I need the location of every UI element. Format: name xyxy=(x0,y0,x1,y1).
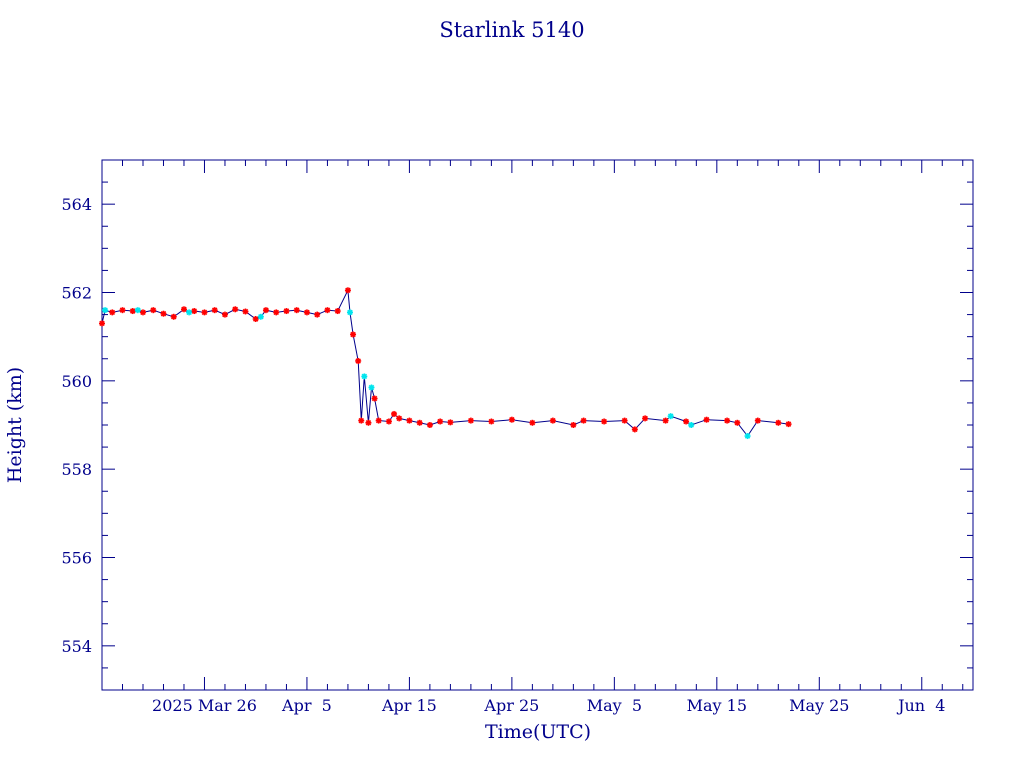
data-point xyxy=(344,287,351,294)
data-point xyxy=(242,308,249,315)
data-point xyxy=(303,309,310,316)
data-point xyxy=(257,313,264,320)
data-point xyxy=(406,417,413,424)
data-point xyxy=(734,419,741,426)
chart-title: Starlink 5140 xyxy=(439,18,584,42)
data-point xyxy=(437,418,444,425)
y-axis-label: Height (km) xyxy=(4,367,26,483)
data-point xyxy=(232,306,239,313)
data-point xyxy=(283,308,290,315)
data-point xyxy=(688,422,695,428)
x-tick-label: 2025 Mar 26 xyxy=(152,696,257,715)
data-point xyxy=(368,384,375,391)
x-axis-label: Time(UTC) xyxy=(485,721,591,743)
data-point xyxy=(447,419,454,426)
data-point xyxy=(350,331,357,338)
data-point xyxy=(683,418,690,425)
data-point xyxy=(102,307,109,314)
y-axis: 554 556 558 560 562 564 xyxy=(61,159,973,691)
data-point xyxy=(621,417,628,424)
data-point xyxy=(508,416,515,423)
data-point xyxy=(293,307,300,314)
data-point xyxy=(385,418,392,425)
data-point xyxy=(346,309,353,316)
data-point xyxy=(355,357,362,364)
data-point xyxy=(186,309,193,316)
data-point xyxy=(160,310,167,317)
data-point xyxy=(416,419,423,426)
data-point xyxy=(221,311,228,318)
y-tick-label: 562 xyxy=(61,284,92,303)
x-tick-label: Jun 4 xyxy=(896,696,945,715)
data-point xyxy=(361,373,368,380)
data-point xyxy=(358,417,365,424)
data-point xyxy=(391,410,398,417)
data-point xyxy=(785,421,792,428)
data-point xyxy=(150,307,157,314)
data-point xyxy=(334,308,341,315)
data-point xyxy=(754,417,761,424)
x-tick-label: Apr 5 xyxy=(281,696,332,715)
data-point xyxy=(191,308,198,315)
data-point xyxy=(744,433,751,440)
data-point xyxy=(119,307,126,314)
data-point xyxy=(252,316,259,322)
data-point xyxy=(549,417,556,424)
data-point xyxy=(273,309,280,316)
data-point xyxy=(211,307,218,314)
data-point xyxy=(775,419,782,426)
data-point xyxy=(262,307,269,314)
data-point xyxy=(109,309,116,316)
y-tick-label: 554 xyxy=(61,637,92,656)
data-point xyxy=(201,309,208,316)
data-point xyxy=(99,320,105,327)
x-tick-label: May 15 xyxy=(687,696,747,715)
data-point xyxy=(529,419,536,426)
y-tick-label: 558 xyxy=(61,460,92,479)
data-point xyxy=(662,417,669,424)
x-axis: 2025 Mar 26 Apr 5 Apr 15 Apr 25 May 5 May 15 M… xyxy=(101,160,964,715)
data-point xyxy=(365,419,372,426)
data-point xyxy=(467,417,474,424)
data-point xyxy=(139,309,146,316)
x-tick-label: May 25 xyxy=(789,696,849,715)
data-point xyxy=(180,306,187,313)
x-tick-label: Apr 25 xyxy=(483,696,539,715)
data-point xyxy=(426,422,433,428)
data-point xyxy=(134,307,141,314)
data-point xyxy=(371,395,378,402)
data-point xyxy=(314,311,321,318)
data-point xyxy=(667,413,674,420)
series-markers xyxy=(99,287,792,440)
data-point xyxy=(396,415,403,422)
plot-frame xyxy=(101,159,974,691)
data-point xyxy=(580,417,587,424)
y-tick-label: 556 xyxy=(61,549,92,568)
x-tick-label: May 5 xyxy=(587,696,642,715)
data-point xyxy=(703,416,710,423)
data-point xyxy=(375,417,382,424)
data-point xyxy=(570,422,577,428)
data-point xyxy=(488,418,495,425)
data-point xyxy=(129,308,136,315)
data-point xyxy=(170,313,177,320)
data-point xyxy=(324,307,331,314)
data-point xyxy=(724,417,731,424)
data-point xyxy=(642,415,649,422)
data-point xyxy=(631,426,638,433)
x-tick-label: Apr 15 xyxy=(381,696,437,715)
y-tick-label: 564 xyxy=(61,195,92,214)
data-point xyxy=(601,418,608,425)
y-tick-label: 560 xyxy=(61,372,92,391)
